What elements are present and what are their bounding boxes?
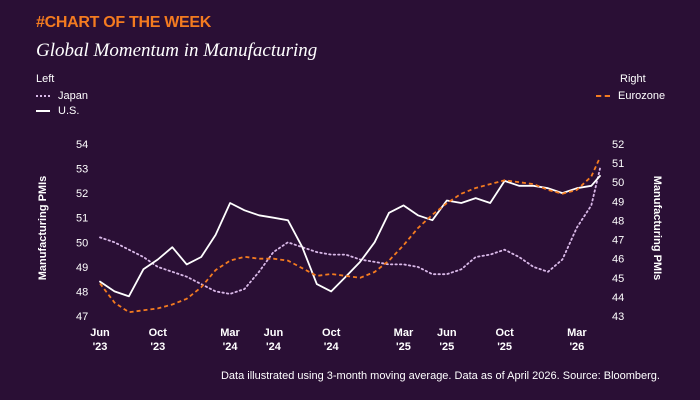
- left-tick-label: 54: [76, 139, 88, 151]
- legend-label-japan: Japan: [58, 89, 88, 102]
- x-tick-label: Mar: [567, 327, 587, 339]
- series-line-us: [99, 175, 601, 298]
- legend-swatch-us: [36, 109, 50, 112]
- x-tick-label: '26: [569, 341, 584, 353]
- x-tick-label: '24: [324, 341, 340, 353]
- x-tick-label: '23: [150, 341, 165, 353]
- legend-swatch-eurozone: [596, 94, 610, 97]
- right-tick-label: 44: [612, 292, 624, 304]
- legend-label-eurozone: Eurozone: [618, 89, 666, 102]
- x-tick-label: '25: [396, 341, 411, 353]
- left-tick-label: 52: [76, 188, 88, 200]
- x-tick-label: '24: [266, 341, 282, 353]
- x-tick-label: Jun: [264, 327, 284, 339]
- x-tick-label: '25: [497, 341, 512, 353]
- x-tick-label: Oct: [322, 327, 341, 339]
- series-lines: [99, 157, 601, 314]
- right-tick-label: 50: [612, 177, 624, 189]
- legend-left-header: Left: [36, 73, 55, 85]
- legend-label-us: U.S.: [58, 104, 80, 117]
- right-axis-ticks: 43 44 45 46 47 48 49 50 51 52: [612, 139, 624, 323]
- legend-item-us: U.S.: [36, 103, 88, 118]
- right-tick-label: 46: [612, 254, 624, 266]
- right-tick-label: 45: [612, 273, 624, 285]
- right-tick-label: 49: [612, 196, 624, 208]
- x-tick-label: Jun: [437, 327, 457, 339]
- x-tick-label: '23: [93, 341, 108, 353]
- x-tick-label: Mar: [220, 327, 240, 339]
- left-axis-label: Manufacturing PMIs: [37, 176, 49, 281]
- x-axis-ticks: Jun '23 Oct '23 Mar '24 Jun '24 Oct '24 Mar '25 Jun '…: [90, 327, 587, 353]
- chart-title: Global Momentum in Manufacturing: [36, 40, 318, 61]
- legend-item-eurozone: Eurozone: [596, 88, 665, 103]
- left-tick-label: 51: [76, 213, 88, 225]
- x-tick-label: Oct: [149, 327, 168, 339]
- legend-left: Left Japan U.S.: [36, 73, 88, 118]
- left-axis-ticks: 47 48 49 50 51 52 53 54: [76, 139, 88, 323]
- right-tick-label: 52: [612, 139, 624, 151]
- legend-item-japan: Japan: [36, 88, 88, 103]
- x-tick-label: '25: [439, 341, 454, 353]
- footer-source-note: Data illustrated using 3-month moving av…: [220, 370, 660, 382]
- series-line-eurozone: [99, 157, 601, 314]
- right-tick-label: 51: [612, 158, 624, 170]
- left-tick-label: 47: [76, 311, 88, 323]
- series-line-japan: [99, 167, 601, 295]
- right-axis-label: Manufacturing PMIs: [651, 176, 663, 281]
- left-tick-label: 53: [76, 164, 88, 176]
- left-tick-label: 50: [76, 237, 88, 249]
- x-tick-label: Oct: [495, 327, 514, 339]
- right-tick-label: 43: [612, 311, 624, 323]
- legend-right-header: Right: [620, 73, 646, 85]
- x-tick-label: Jun: [90, 327, 110, 339]
- kicker-label: #CHART OF THE WEEK: [36, 14, 212, 31]
- legend-swatch-japan: [36, 94, 50, 97]
- x-tick-label: '24: [223, 341, 239, 353]
- legend-right: Right Eurozone: [596, 73, 665, 103]
- x-tick-label: Mar: [394, 327, 414, 339]
- right-tick-label: 48: [612, 215, 624, 227]
- left-tick-label: 48: [76, 286, 88, 298]
- left-tick-label: 49: [76, 262, 88, 274]
- right-tick-label: 47: [612, 235, 624, 247]
